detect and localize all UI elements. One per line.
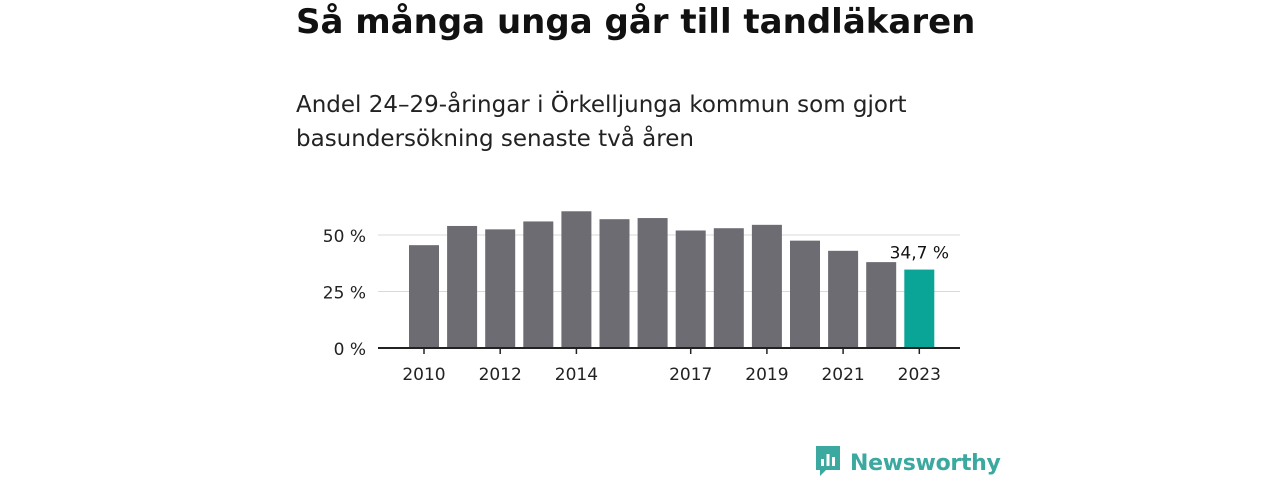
x-tick-label: 2017: [669, 365, 712, 385]
bar: [637, 218, 668, 348]
bars: [409, 211, 935, 348]
newsworthy-logo: Newsworthy: [814, 446, 1001, 480]
y-tick-label: 25 %: [323, 284, 366, 304]
bar: [675, 230, 706, 348]
y-tick-label: 50 %: [323, 227, 366, 247]
bar: [828, 250, 859, 348]
x-tick-label: 2014: [555, 365, 598, 385]
chart-title: Så många unga går till tandläkaren: [296, 2, 976, 42]
axes: [378, 347, 960, 354]
highlighted-bar: [904, 269, 935, 348]
x-tick-label: 2023: [898, 365, 941, 385]
bar: [713, 228, 744, 348]
brand-name: Newsworthy: [850, 450, 1001, 476]
labels: 0 % 25 % 50 % 2010 2012 2014 2017 2019 2021 2023 3…: [323, 227, 949, 385]
bar: [790, 240, 820, 348]
bar: [561, 211, 592, 348]
x-tick-label: 2012: [479, 365, 522, 385]
bar: [866, 262, 897, 348]
y-tick-label: 0 %: [334, 340, 366, 360]
newsworthy-chart-bubble-icon: [814, 444, 842, 482]
chart-subtitle: Andel 24–29-åringar i Örkelljunga kommun…: [296, 92, 907, 152]
highlight-value-label: 34,7 %: [890, 244, 949, 264]
x-tick-label: 2021: [821, 365, 864, 385]
bar: [523, 221, 554, 348]
bar: [485, 229, 516, 348]
bar: [751, 224, 782, 348]
bar: [447, 225, 478, 348]
x-tick-label: 2019: [745, 365, 788, 385]
bar: [599, 219, 630, 348]
x-tick-label: 2010: [402, 365, 445, 385]
bar: [409, 245, 439, 348]
